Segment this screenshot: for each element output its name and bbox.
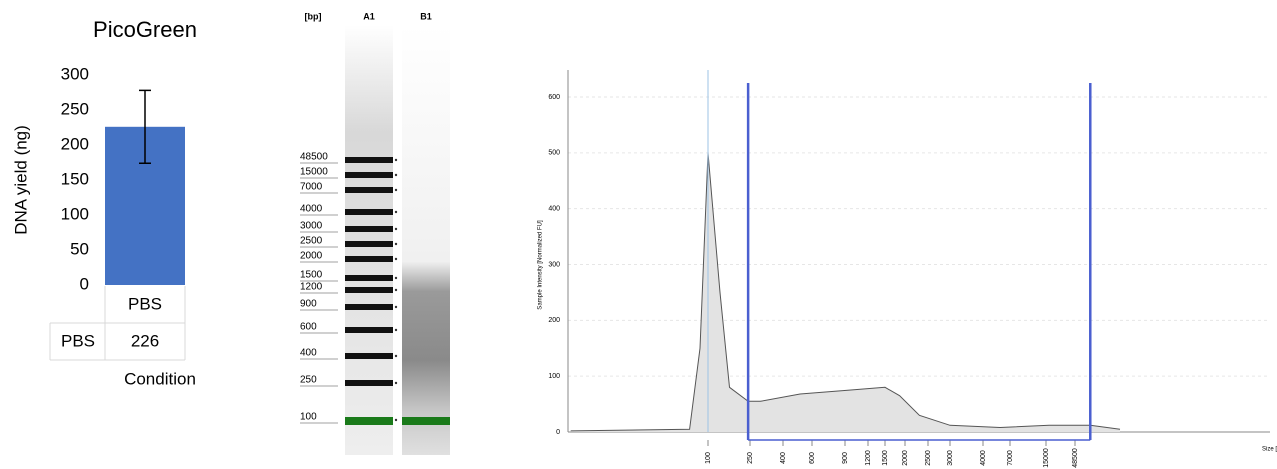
band-dot xyxy=(394,418,398,422)
ladder-label: 3000 xyxy=(300,221,323,232)
y-tick-label: 150 xyxy=(61,169,89,188)
x-tick-label: 2500 xyxy=(925,450,932,466)
y-tick-label: 50 xyxy=(70,239,89,258)
band-dot xyxy=(394,210,398,214)
y-tick-label: 500 xyxy=(548,150,560,157)
y-axis-label: DNA yield (ng) xyxy=(11,125,30,235)
ladder-label: 100 xyxy=(300,412,317,423)
band-dot xyxy=(394,188,398,192)
y-tick-label: 100 xyxy=(61,204,89,223)
band-dot xyxy=(394,305,398,309)
x-tick-label: 3000 xyxy=(947,450,954,466)
x-tick-label: 4000 xyxy=(980,450,987,466)
x-axis-label: Condition xyxy=(124,369,196,388)
ladder-band xyxy=(345,226,393,232)
y-axis-label: Sample Intensity [Normalized FU] xyxy=(538,220,544,310)
ladder-band xyxy=(345,275,393,281)
ladder-band xyxy=(345,353,393,359)
band-dot xyxy=(394,328,398,332)
legend-label: PBS xyxy=(61,331,95,350)
band-dot xyxy=(394,227,398,231)
x-tick-label: 400 xyxy=(780,452,787,464)
band-dot xyxy=(394,288,398,292)
x-tick-label: 1200 xyxy=(865,450,872,466)
ladder-label: 2500 xyxy=(300,236,323,247)
table-grid xyxy=(49,286,186,361)
ladder-label: 1200 xyxy=(300,282,323,293)
band-dot xyxy=(394,381,398,385)
ladder-band xyxy=(345,327,393,333)
x-axis-label: Size [bp] xyxy=(1262,447,1277,453)
y-tick-label: 600 xyxy=(548,94,560,101)
error-bar xyxy=(139,89,151,164)
x-tick-label: PBS xyxy=(128,294,162,313)
y-tick-label: 100 xyxy=(548,373,560,380)
lane-label: B1 xyxy=(420,11,432,21)
line xyxy=(570,152,1121,432)
gel-lane xyxy=(402,25,450,455)
x-tick-label: 250 xyxy=(747,452,754,464)
ladder-band xyxy=(345,209,393,215)
ladder-label: 1500 xyxy=(300,270,323,281)
y-tick-label: 200 xyxy=(61,134,89,153)
x-tick-label: 48500 xyxy=(1072,448,1079,468)
x-tick-label: 1500 xyxy=(882,450,889,466)
ladder-band xyxy=(345,241,393,247)
ladder-label: 900 xyxy=(300,299,317,310)
marker-band xyxy=(402,417,450,425)
y-tick-label: 250 xyxy=(61,99,89,118)
lane-label: [bp] xyxy=(305,11,322,21)
band-dot xyxy=(394,242,398,246)
ladder-band xyxy=(345,157,393,163)
x-tick-label: 2000 xyxy=(902,450,909,466)
ladder-band xyxy=(345,304,393,310)
y-tick-label: 0 xyxy=(556,429,560,436)
y-tick-label: 300 xyxy=(61,64,89,83)
ladder-label: 7000 xyxy=(300,182,323,193)
band-dot xyxy=(394,257,398,261)
ladder-band xyxy=(345,256,393,262)
ladder-band xyxy=(345,172,393,178)
ladder-band xyxy=(345,187,393,193)
band-dot xyxy=(394,354,398,358)
x-tick-label: 7000 xyxy=(1007,450,1014,466)
y-tick-label: 200 xyxy=(548,317,560,324)
ladder-band xyxy=(345,417,393,425)
y-tick-label: 300 xyxy=(548,261,560,268)
lane-label: A1 xyxy=(363,11,375,21)
x-tick-label: 15000 xyxy=(1043,448,1050,468)
x-tick-label: 600 xyxy=(809,452,816,464)
x-tick-label: 100 xyxy=(705,452,712,464)
ladder-label: 250 xyxy=(300,375,317,386)
chart-title: PicoGreen xyxy=(93,17,197,42)
data-label: 226 xyxy=(131,331,159,350)
ladder-label: 2000 xyxy=(300,251,323,262)
x-tick-label: 900 xyxy=(842,452,849,464)
ladder-label: 15000 xyxy=(300,167,328,178)
ladder-band xyxy=(345,380,393,386)
band-dot xyxy=(394,158,398,162)
band-dot xyxy=(394,173,398,177)
ladder-band xyxy=(345,287,393,293)
ladder-label: 600 xyxy=(300,322,317,333)
ladder-label: 4000 xyxy=(300,204,323,215)
y-tick-label: 400 xyxy=(548,206,560,213)
ladder-label: 48500 xyxy=(300,152,328,163)
band-dot xyxy=(394,276,398,280)
gel-lane xyxy=(345,25,393,455)
ladder-label: 400 xyxy=(300,348,317,359)
y-tick-label: 0 xyxy=(80,274,89,293)
